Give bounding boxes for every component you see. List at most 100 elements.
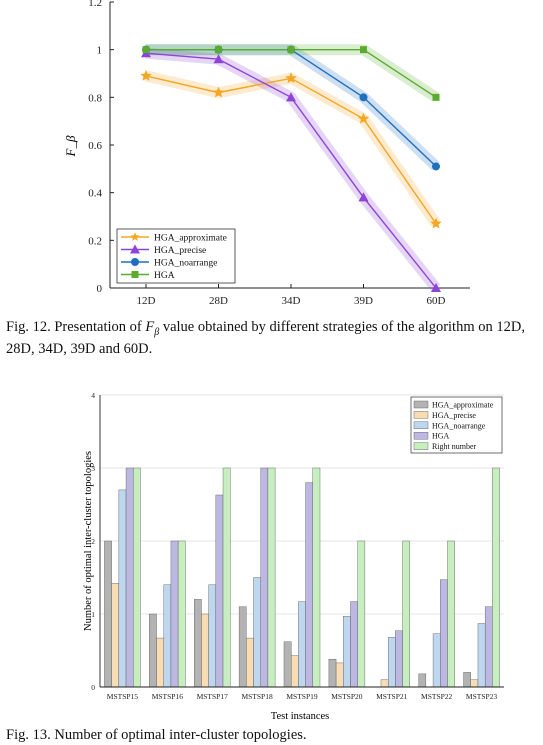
chart2-y-tick-label: 3 bbox=[91, 464, 95, 473]
legend-entry-label: Right number bbox=[432, 442, 477, 451]
figure-13-caption: Fig. 13. Number of optimal inter-cluster… bbox=[6, 727, 307, 743]
bar bbox=[201, 613, 209, 688]
bar bbox=[156, 637, 164, 688]
triangle-marker bbox=[431, 283, 441, 292]
legend-entry-label: HGA_precise bbox=[432, 411, 476, 420]
legend-swatch bbox=[413, 442, 429, 450]
star-marker bbox=[212, 86, 225, 98]
circle-marker bbox=[432, 162, 440, 171]
bar bbox=[477, 623, 486, 688]
bar bbox=[447, 540, 455, 688]
triangle-marker bbox=[130, 244, 140, 254]
bar bbox=[246, 637, 254, 688]
bar bbox=[418, 673, 427, 688]
bar bbox=[395, 630, 403, 688]
chart2-x-tick-label: MSTSP23 bbox=[466, 692, 498, 701]
figure-12-caption: Fig. 12. Presentation of Fβ value obtain… bbox=[6, 319, 541, 358]
chart1-y-tick-label: 0.8 bbox=[88, 92, 102, 104]
topologies-bar-chart: 0 1 2 3 4 MSTSP15 MSTSP16 MSTSP17 MSTSP18 MSTSP19… bbox=[83, 391, 504, 722]
chart1-x-tick-label: 39D bbox=[354, 295, 373, 307]
chart2-x-tick-label: MSTSP19 bbox=[286, 692, 318, 701]
bar bbox=[238, 606, 247, 688]
bar bbox=[387, 637, 396, 688]
legend-entry-label: HGA_precise bbox=[154, 246, 206, 256]
chart1-y-tick-label: 1.2 bbox=[88, 0, 102, 9]
caption-12-prefix: Fig. 12. Presentation of bbox=[6, 319, 146, 335]
triangle-marker bbox=[286, 92, 296, 102]
chart1-y-axis-label: F_β bbox=[63, 135, 78, 157]
square-marker bbox=[131, 271, 139, 278]
chart2-y-tick-label: 4 bbox=[91, 391, 95, 400]
bar bbox=[463, 672, 471, 688]
bar bbox=[298, 601, 306, 688]
bar bbox=[328, 659, 337, 688]
triangle-marker bbox=[213, 54, 224, 64]
legend-swatch bbox=[413, 432, 429, 440]
bar bbox=[177, 540, 186, 688]
chart2-y-tick-label: 2 bbox=[91, 537, 95, 546]
chart1-legend: HGA_approximate HGA_precise HGA_noarrange H… bbox=[116, 228, 236, 284]
bar bbox=[194, 599, 202, 688]
bar bbox=[380, 679, 389, 688]
caption-12-symbol: F bbox=[145, 319, 155, 335]
chart2-x-tick-label: MSTSP18 bbox=[241, 692, 273, 701]
bar bbox=[357, 540, 366, 688]
bar bbox=[343, 615, 351, 688]
star-marker bbox=[357, 112, 370, 124]
caption-12-subscript: β bbox=[154, 326, 160, 338]
legend-entry-label: HGA bbox=[154, 271, 175, 281]
circle-marker bbox=[131, 258, 139, 266]
bar bbox=[125, 467, 134, 688]
bar bbox=[104, 540, 112, 688]
chart2-x-tick-label: MSTSP17 bbox=[197, 692, 229, 701]
bar bbox=[312, 467, 321, 688]
legend-swatch bbox=[413, 421, 429, 429]
caption-12-suffix: value obtained by different strategies o… bbox=[6, 319, 525, 357]
bar bbox=[163, 584, 172, 688]
bar bbox=[402, 540, 410, 688]
chart2-tick-labels: 0 1 2 3 4 MSTSP15 MSTSP16 MSTSP17 MSTSP18 MSTSP19… bbox=[91, 391, 497, 701]
star-marker bbox=[430, 217, 442, 229]
bar bbox=[492, 467, 500, 688]
bar bbox=[335, 662, 344, 688]
star-marker bbox=[285, 72, 297, 84]
chart1-y-tick-label: 0 bbox=[97, 283, 103, 295]
chart1-x-tick-label: 12D bbox=[137, 295, 156, 307]
legend-entry-label: HGA_approximate bbox=[432, 401, 494, 410]
bar bbox=[267, 467, 276, 688]
bar bbox=[432, 633, 441, 688]
square-marker bbox=[287, 46, 295, 54]
bar bbox=[133, 467, 141, 688]
bar bbox=[305, 482, 314, 688]
chart2-y-tick-label: 0 bbox=[91, 683, 95, 692]
legend-entry-label: HGA_noarrange bbox=[432, 421, 486, 430]
circle-marker bbox=[359, 93, 368, 102]
legend-entry-label: HGA bbox=[432, 432, 450, 441]
chart1-x-tick-label: 28D bbox=[209, 295, 228, 307]
bar bbox=[291, 655, 299, 688]
bar bbox=[170, 540, 179, 688]
legend-entry-label: HGA_noarrange bbox=[154, 259, 217, 269]
bar bbox=[260, 467, 269, 688]
chart2-x-tick-label: MSTSP15 bbox=[107, 692, 139, 701]
legend-entry-label: HGA_approximate bbox=[154, 234, 227, 244]
chart1-y-tick-label: 0.2 bbox=[88, 235, 102, 247]
chart2-y-axis-label: Number of optimal inter-cluster topologi… bbox=[83, 451, 94, 631]
bar bbox=[222, 467, 231, 688]
star-marker bbox=[140, 69, 152, 81]
bar bbox=[118, 489, 127, 688]
chart2-x-axis-label: Test instances bbox=[271, 711, 329, 722]
chart1-markers bbox=[140, 45, 442, 292]
legend-swatch bbox=[413, 411, 429, 419]
chart1-x-tick-label: 34D bbox=[282, 295, 301, 307]
bar bbox=[283, 641, 292, 688]
bar bbox=[440, 579, 448, 688]
bar bbox=[484, 606, 493, 688]
bar bbox=[111, 583, 120, 688]
square-marker bbox=[432, 93, 440, 101]
bar bbox=[470, 679, 479, 688]
star-marker bbox=[130, 232, 140, 241]
chart2-axes bbox=[99, 395, 504, 688]
fbeta-line-chart: 0 0.2 0.4 0.6 0.8 1 1.2 12D 28D 34D 39D 60D F_β HGA… bbox=[63, 0, 470, 307]
